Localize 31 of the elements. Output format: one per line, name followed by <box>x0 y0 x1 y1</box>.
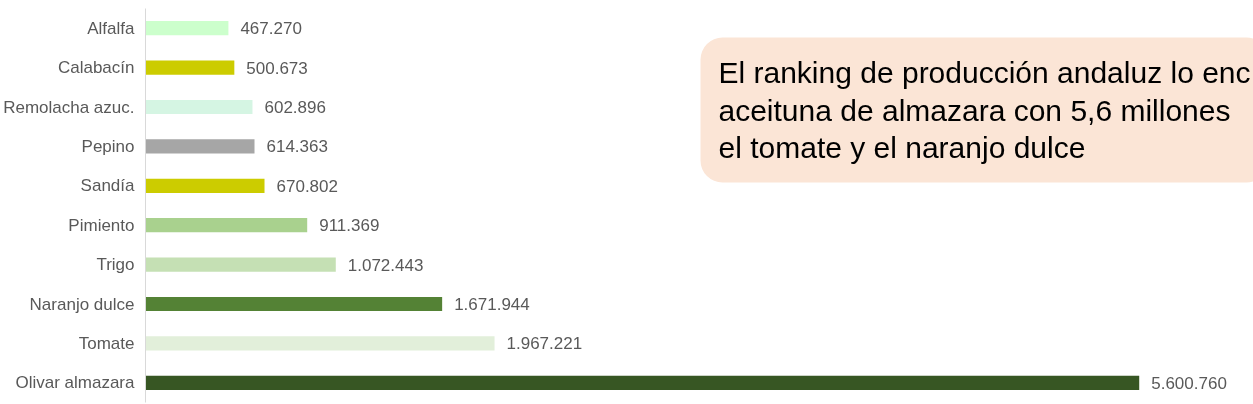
y-tick-label: Remolacha azuc. <box>3 97 135 117</box>
bar <box>145 375 1140 390</box>
data-label: 911.369 <box>319 216 380 236</box>
y-tick-label: Trigo <box>96 255 135 275</box>
data-label: 5.600.760 <box>1151 373 1227 393</box>
y-tick-label: Naranjo dulce <box>29 294 135 314</box>
data-label: 614.363 <box>266 137 328 157</box>
y-tick-label: Pepino <box>81 136 135 156</box>
data-label: 467.270 <box>240 19 302 39</box>
bar <box>145 296 443 312</box>
y-tick-label: Alfalfa <box>87 18 136 38</box>
bar <box>145 178 265 193</box>
data-label: 670.802 <box>276 176 338 196</box>
data-label: 1.072.443 <box>347 255 424 275</box>
bar <box>145 139 255 154</box>
y-tick-label: Pimiento <box>68 215 135 235</box>
data-label: 500.673 <box>246 58 308 78</box>
y-tick-label: Olivar almazara <box>15 373 136 393</box>
data-label: 1.967.221 <box>506 334 583 354</box>
y-tick-label: Sandía <box>80 176 136 196</box>
bar <box>145 60 235 75</box>
bar <box>145 99 253 115</box>
bar <box>145 218 308 233</box>
data-label: 602.896 <box>264 98 326 117</box>
bar <box>145 336 495 351</box>
bar <box>145 21 229 36</box>
y-tick-label: Calabacín <box>57 58 135 78</box>
y-tick-label: Tomate <box>78 333 135 353</box>
bar <box>145 257 336 272</box>
annotation: El ranking de producción andaluz lo enc aceituna de almazara con 5,6 millones el tomate y el naranjo dulce <box>718 55 1251 165</box>
data-label: 1.671.944 <box>454 295 530 314</box>
